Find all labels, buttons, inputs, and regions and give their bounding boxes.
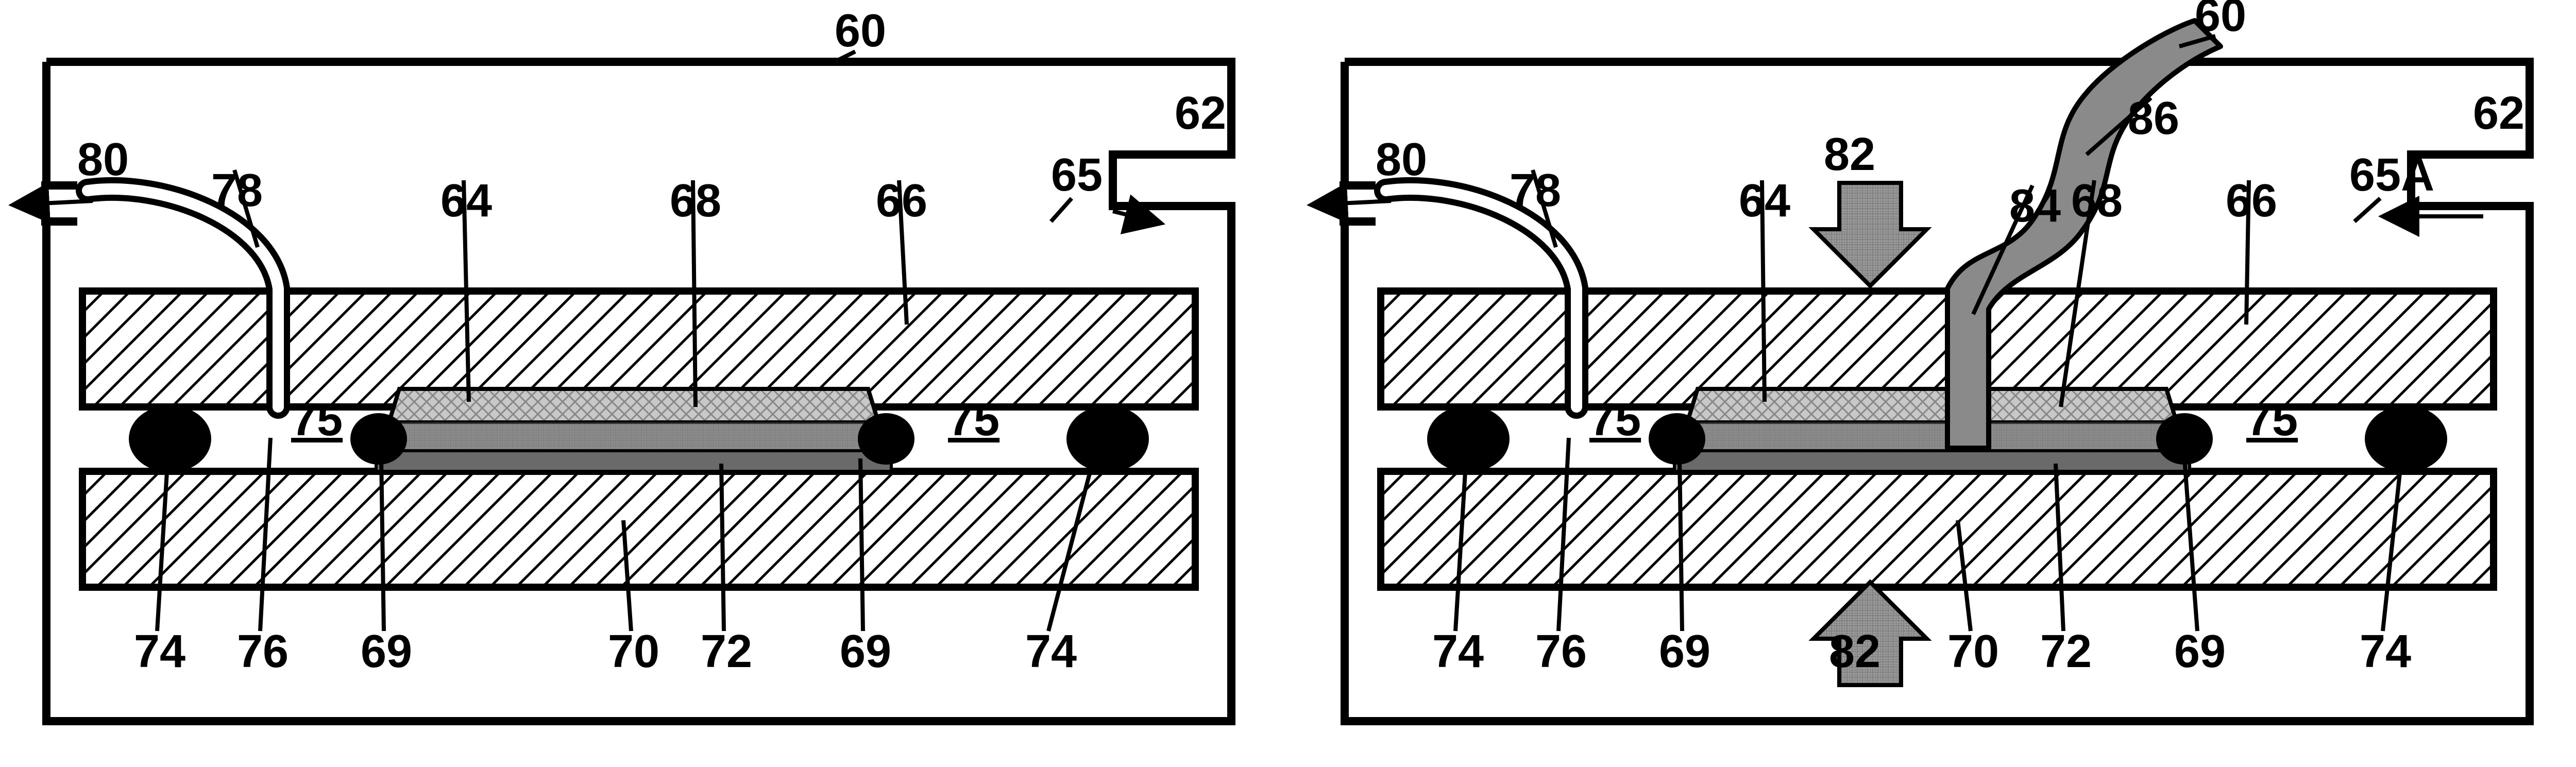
patent-figure-svg: 6062658078646866767072747469697575 60626… <box>0 0 2576 767</box>
svg-text:69: 69 <box>361 626 412 677</box>
svg-text:78: 78 <box>211 165 263 216</box>
svg-text:62: 62 <box>1175 88 1226 139</box>
svg-text:65A: 65A <box>2349 149 2434 201</box>
svg-text:70: 70 <box>1947 626 1999 677</box>
svg-text:70: 70 <box>608 626 659 677</box>
left-panel: 60 62 65 80 78 64 68 66 76 70 72 74 74 69 69 75 75 <box>41 5 1231 721</box>
svg-text:80: 80 <box>77 134 129 185</box>
right-panel: 60 62 65A 80 78 64 68 66 76 70 72 84 86 74 74 69 69 75 75 8… <box>1340 0 2530 721</box>
svg-text:66: 66 <box>876 175 927 227</box>
svg-text:60: 60 <box>2195 0 2246 41</box>
svg-text:68: 68 <box>2071 175 2123 227</box>
svg-text:74: 74 <box>1432 626 1484 677</box>
svg-text:64: 64 <box>1739 175 1790 227</box>
svg-text:68: 68 <box>670 175 721 227</box>
svg-text:72: 72 <box>2040 626 2092 677</box>
svg-text:78: 78 <box>1510 165 1561 216</box>
svg-text:80: 80 <box>1376 134 1427 185</box>
svg-text:65: 65 <box>1051 149 1103 201</box>
svg-text:82: 82 <box>1824 129 1875 180</box>
svg-text:72: 72 <box>701 626 752 677</box>
svg-text:74: 74 <box>134 626 185 677</box>
svg-text:82: 82 <box>1829 626 1880 677</box>
svg-text:74: 74 <box>2360 626 2411 677</box>
svg-text:69: 69 <box>2174 626 2226 677</box>
svg-text:62: 62 <box>2473 88 2524 139</box>
svg-text:86: 86 <box>2128 93 2179 144</box>
svg-text:76: 76 <box>237 626 289 677</box>
svg-text:69: 69 <box>1659 626 1710 677</box>
svg-text:66: 66 <box>2226 175 2277 227</box>
svg-text:60: 60 <box>835 5 886 57</box>
svg-text:75: 75 <box>1589 394 1641 446</box>
svg-text:75: 75 <box>291 394 343 446</box>
svg-text:75: 75 <box>948 394 999 446</box>
svg-text:84: 84 <box>2009 180 2061 232</box>
svg-text:76: 76 <box>1535 626 1587 677</box>
svg-text:75: 75 <box>2246 394 2298 446</box>
svg-text:64: 64 <box>440 175 492 227</box>
svg-text:74: 74 <box>1025 626 1077 677</box>
svg-text:69: 69 <box>840 626 891 677</box>
